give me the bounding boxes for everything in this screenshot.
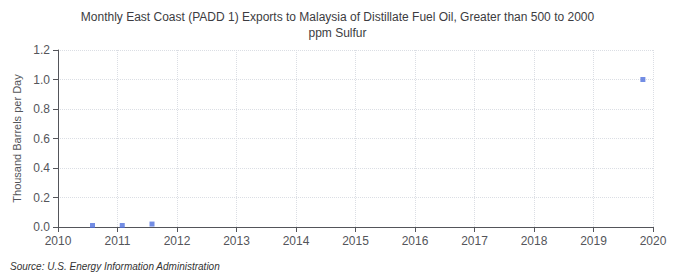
svg-text:Monthly East Coast (PADD 1) Ex: Monthly East Coast (PADD 1) Exports to M… bbox=[81, 10, 595, 24]
svg-text:0.2: 0.2 bbox=[33, 191, 50, 205]
svg-text:2012: 2012 bbox=[164, 234, 191, 248]
svg-text:2020: 2020 bbox=[640, 234, 667, 248]
svg-text:2013: 2013 bbox=[223, 234, 250, 248]
svg-text:2010: 2010 bbox=[45, 234, 72, 248]
svg-text:0.4: 0.4 bbox=[33, 161, 50, 175]
svg-text:1.2: 1.2 bbox=[33, 43, 50, 57]
svg-text:2018: 2018 bbox=[521, 234, 548, 248]
svg-text:0.8: 0.8 bbox=[33, 102, 50, 116]
svg-text:2014: 2014 bbox=[283, 234, 310, 248]
svg-text:2017: 2017 bbox=[461, 234, 488, 248]
svg-text:Source: U.S. Energy Informatio: Source: U.S. Energy Information Administ… bbox=[10, 261, 220, 272]
svg-text:ppm Sulfur: ppm Sulfur bbox=[308, 26, 366, 40]
svg-text:0.6: 0.6 bbox=[33, 132, 50, 146]
svg-text:1.0: 1.0 bbox=[33, 73, 50, 87]
svg-text:2019: 2019 bbox=[580, 234, 607, 248]
svg-text:Thousand Barrels per Day: Thousand Barrels per Day bbox=[11, 74, 23, 203]
svg-text:2011: 2011 bbox=[105, 234, 131, 248]
svg-text:0.0: 0.0 bbox=[33, 220, 50, 234]
svg-text:2015: 2015 bbox=[342, 234, 369, 248]
svg-text:2016: 2016 bbox=[402, 234, 429, 248]
